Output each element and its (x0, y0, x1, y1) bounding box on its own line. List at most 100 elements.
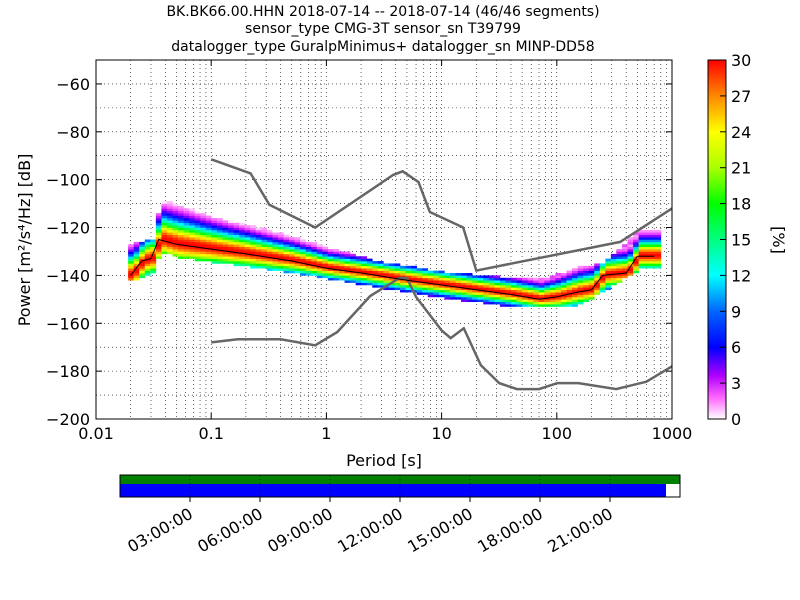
psd-cell (183, 256, 190, 259)
psd-cell (494, 275, 501, 279)
psd-cell (422, 277, 429, 281)
colorbar-tick-label: 3 (731, 374, 741, 393)
psd-cell (438, 270, 445, 274)
psd-cell (422, 275, 429, 279)
psd-cell (555, 294, 562, 298)
psd-cell (350, 277, 356, 281)
psd-cell (300, 246, 306, 250)
psd-cell (200, 249, 207, 252)
psd-cell (183, 249, 190, 252)
psd-cell (472, 275, 479, 279)
psd-cell (344, 270, 351, 274)
psd-cell (394, 270, 401, 274)
psd-cell (522, 284, 528, 288)
psd-cell (244, 227, 251, 231)
psd-cell (172, 203, 179, 207)
y-tick-label: −80 (56, 123, 90, 142)
psd-cell (638, 258, 645, 262)
psd-cell (599, 275, 606, 279)
psd-cell (649, 263, 656, 267)
psd-cell (394, 265, 401, 269)
psd-cell (150, 253, 157, 257)
psd-cell (211, 229, 218, 233)
psd-cell (533, 287, 540, 291)
psd-cell (200, 220, 207, 224)
psd-cell (250, 225, 257, 228)
psd-cell (449, 282, 456, 286)
psd-cell (583, 284, 589, 288)
psd-cell (560, 292, 567, 295)
psd-cell (155, 251, 162, 255)
psd-cell (505, 296, 512, 300)
psd-cell (555, 304, 562, 307)
psd-cell (416, 275, 423, 279)
psd-cell (560, 287, 567, 291)
psd-cell (155, 225, 162, 228)
psd-cell (422, 280, 429, 283)
psd-cell (300, 270, 306, 274)
psd-cell (505, 299, 512, 303)
psd-cell (483, 296, 490, 300)
psd-cell (605, 261, 612, 264)
psd-cell (649, 244, 656, 247)
plot-area: 0.01 0.1 1 10 100 1000 −200 −180 −160 −140 −120 −1… (46, 59, 692, 443)
psd-cell (366, 265, 373, 269)
psd-cell (599, 287, 606, 291)
psd-cell (400, 284, 406, 288)
psd-cell (233, 232, 240, 236)
psd-cell (488, 292, 495, 295)
psd-cell (266, 249, 273, 252)
psd-cell (155, 249, 162, 252)
psd-cell (566, 287, 573, 291)
psd-cell (538, 289, 545, 293)
psd-cell (599, 273, 606, 276)
psd-cell (505, 282, 512, 286)
psd-cell (305, 253, 312, 257)
psd-cell (255, 232, 262, 236)
psd-cell (549, 289, 556, 293)
psd-cell (377, 261, 384, 264)
psd-cell (483, 294, 490, 298)
psd-cell (183, 220, 190, 224)
psd-cell (200, 217, 207, 221)
psd-cell (588, 287, 595, 291)
psd-cell (333, 277, 340, 281)
psd-cell (610, 261, 617, 264)
psd-cell (233, 244, 240, 247)
psd-cell (405, 270, 412, 274)
psd-cell (172, 227, 179, 231)
psd-cell (166, 239, 173, 243)
psd-cell (144, 270, 151, 274)
psd-cell (444, 287, 451, 291)
psd-cell (644, 249, 651, 252)
psd-cell (616, 277, 623, 281)
psd-cell (255, 234, 262, 238)
psd-cell (194, 251, 201, 255)
psd-cell (633, 270, 639, 274)
psd-cell (178, 256, 184, 259)
psd-cell (178, 210, 184, 214)
psd-cell (533, 289, 540, 293)
psd-cell (533, 284, 540, 288)
psd-cell (244, 229, 251, 233)
psd-cell (194, 241, 201, 245)
psd-cell (383, 273, 390, 276)
y-tick-label: −100 (46, 171, 90, 190)
psd-cell (333, 256, 340, 259)
psd-cell (266, 263, 273, 267)
psd-cell (361, 270, 368, 274)
psd-cell (522, 304, 528, 307)
psd-cell (344, 277, 351, 281)
colorbar-ticks: 0 3 6 9 12 15 18 21 24 27 30 (720, 51, 751, 429)
psd-cell (538, 282, 545, 286)
psd-cell (161, 232, 168, 236)
psd-cell (527, 299, 534, 303)
psd-cell (239, 249, 245, 252)
psd-cell (261, 265, 268, 269)
psd-cell (161, 237, 168, 240)
colorbar: 0 3 6 9 12 15 18 21 24 27 30 [%] (707, 51, 788, 429)
psd-cell (322, 258, 329, 262)
colorbar-tick-label: 18 (731, 195, 751, 214)
colorbar-tick-label: 30 (731, 51, 751, 70)
psd-cell (333, 249, 340, 252)
